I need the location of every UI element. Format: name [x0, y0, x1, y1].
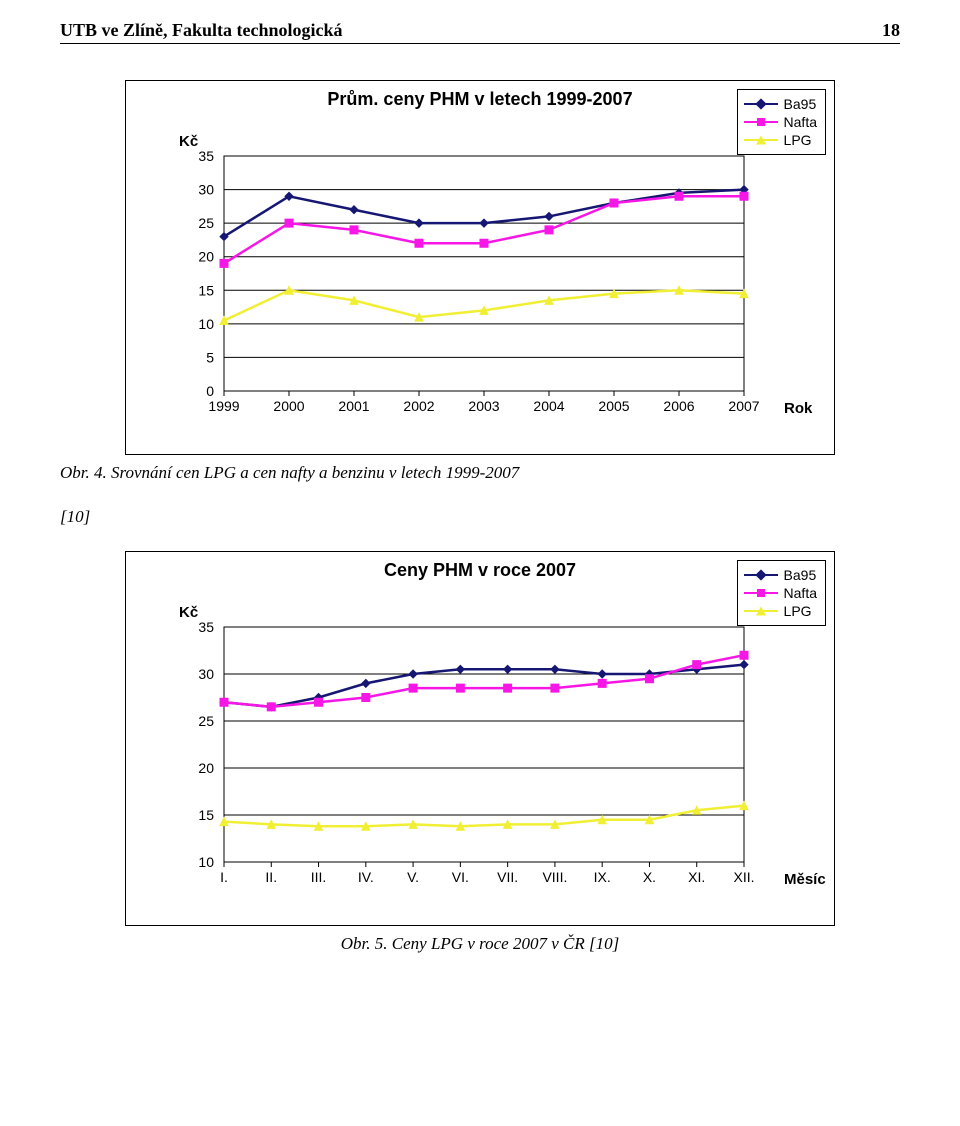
svg-text:15: 15	[198, 282, 214, 298]
figure-4-reference: [10]	[60, 507, 900, 527]
figure-4-caption: Obr. 4. Srovnání cen LPG a cen nafty a b…	[60, 463, 900, 483]
chart-1: Prům. ceny PHM v letech 1999-2007 Ba95 Na…	[125, 80, 835, 455]
svg-text:20: 20	[198, 760, 214, 776]
page-header: UTB ve Zlíně, Fakulta technologická 18	[60, 20, 900, 44]
chart-1-legend: Ba95 Nafta LPG	[737, 89, 826, 155]
svg-text:IV.: IV.	[358, 869, 374, 885]
svg-text:30: 30	[198, 182, 214, 198]
legend-item: Nafta	[744, 585, 817, 601]
legend-swatch	[744, 99, 778, 109]
svg-text:10: 10	[198, 316, 214, 332]
legend-swatch	[744, 588, 778, 598]
svg-text:2002: 2002	[403, 398, 434, 414]
header-left: UTB ve Zlíně, Fakulta technologická	[60, 20, 343, 41]
legend-item: Ba95	[744, 567, 817, 583]
page: UTB ve Zlíně, Fakulta technologická 18 P…	[0, 0, 960, 1126]
legend-label: Ba95	[784, 96, 817, 112]
chart-2-legend: Ba95 Nafta LPG	[737, 560, 826, 626]
svg-text:2005: 2005	[598, 398, 629, 414]
svg-text:VIII.: VIII.	[542, 869, 567, 885]
legend-item: Ba95	[744, 96, 817, 112]
legend-label: LPG	[784, 603, 812, 619]
chart-2: Ceny PHM v roce 2007 Ba95 Nafta LPG 10 15 20…	[125, 551, 835, 926]
chart-2-title: Ceny PHM v roce 2007	[134, 560, 826, 581]
svg-text:35: 35	[198, 148, 214, 164]
legend-item: LPG	[744, 603, 817, 619]
svg-text:VI.: VI.	[452, 869, 469, 885]
svg-text:1999: 1999	[208, 398, 239, 414]
svg-text:X.: X.	[643, 869, 656, 885]
legend-item: Nafta	[744, 114, 817, 130]
svg-text:I.: I.	[220, 869, 228, 885]
legend-label: Nafta	[784, 114, 817, 130]
svg-text:2004: 2004	[533, 398, 564, 414]
legend-swatch	[744, 606, 778, 616]
svg-text:0: 0	[206, 383, 214, 399]
figure-5-caption: Obr. 5. Ceny LPG v roce 2007 v ČR [10]	[60, 934, 900, 954]
svg-text:V.: V.	[407, 869, 419, 885]
svg-text:2003: 2003	[468, 398, 499, 414]
svg-text:III.: III.	[311, 869, 327, 885]
svg-text:2006: 2006	[663, 398, 694, 414]
svg-text:25: 25	[198, 215, 214, 231]
svg-text:20: 20	[198, 249, 214, 265]
svg-text:XI.: XI.	[688, 869, 705, 885]
legend-item: LPG	[744, 132, 817, 148]
svg-text:15: 15	[198, 807, 214, 823]
legend-label: Nafta	[784, 585, 817, 601]
legend-swatch	[744, 135, 778, 145]
svg-text:10: 10	[198, 854, 214, 870]
svg-text:Rok: Rok	[784, 400, 813, 417]
svg-text:VII.: VII.	[497, 869, 518, 885]
svg-text:Kč: Kč	[179, 604, 198, 621]
legend-swatch	[744, 570, 778, 580]
svg-text:2000: 2000	[273, 398, 304, 414]
svg-text:Kč: Kč	[179, 133, 198, 150]
svg-text:30: 30	[198, 666, 214, 682]
legend-label: Ba95	[784, 567, 817, 583]
chart-2-svg: 10 15 20 25 30 35 I. II. III. IV. V. VI. VII. VIII. IX…	[134, 587, 844, 917]
svg-text:IX.: IX.	[594, 869, 611, 885]
legend-label: LPG	[784, 132, 812, 148]
svg-text:5: 5	[206, 349, 214, 365]
header-page-number: 18	[882, 20, 900, 41]
svg-text:35: 35	[198, 619, 214, 635]
legend-swatch	[744, 117, 778, 127]
svg-text:Měsíc: Měsíc	[784, 871, 826, 888]
svg-text:II.: II.	[265, 869, 277, 885]
svg-text:2007: 2007	[728, 398, 759, 414]
svg-text:XII.: XII.	[733, 869, 754, 885]
svg-text:2001: 2001	[338, 398, 369, 414]
svg-text:25: 25	[198, 713, 214, 729]
chart-1-svg: 0 5 10 15 20 25 30 35 1999 2000 2001 2002 2003 2004 20…	[134, 116, 844, 446]
chart-1-title: Prům. ceny PHM v letech 1999-2007	[134, 89, 826, 110]
